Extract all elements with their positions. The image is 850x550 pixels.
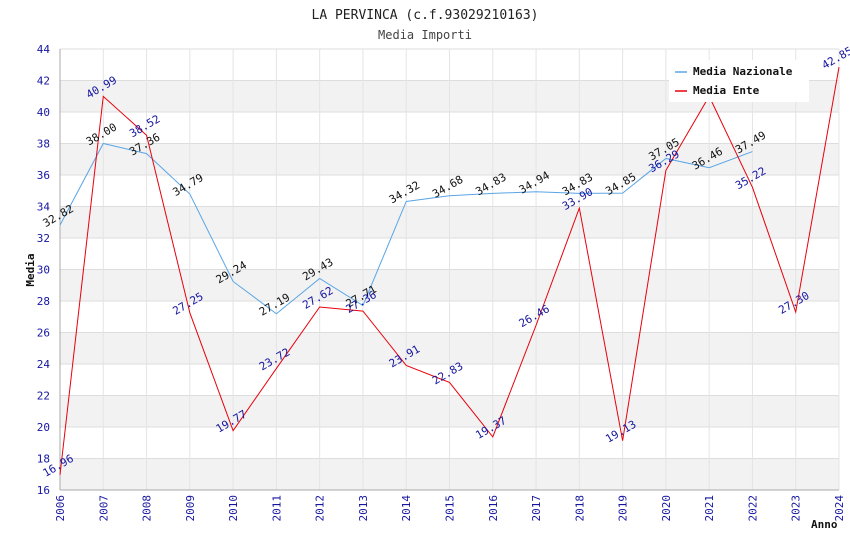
x-tick-labels: 2006 2007 2008 2009 2010 2011 2012 2013 2014 2015… [54,495,846,522]
chart-title: LA PERVINCA (c.f.93029210163) [312,8,539,23]
x-tick-label: 2006 [54,495,67,522]
x-tick-label: 2010 [227,495,240,522]
y-tick-label: 26 [37,327,50,340]
x-tick-label: 2017 [530,495,543,522]
x-tick-label: 2018 [573,495,586,522]
y-tick-label: 34 [37,201,51,214]
x-tick-label: 2024 [833,495,846,522]
x-tick-label: 2012 [314,495,327,522]
legend-label-media-ente: Media Ente [693,84,760,97]
y-tick-label: 40 [37,106,50,119]
x-tick-label: 2020 [660,495,673,522]
y-tick-label: 20 [37,421,50,434]
series-line-media-nazionale [59,142,753,315]
y-tick-label: 16 [37,484,50,497]
legend-label-media-nazionale: Media Nazionale [693,65,793,78]
y-axis-label: Media [24,253,37,286]
y-tick-label: 42 [37,75,50,88]
x-tick-label: 2021 [703,495,716,522]
axes [59,49,839,491]
x-tick-label: 2016 [487,495,500,522]
legend: Media Nazionale Media Ente [669,60,809,102]
chart-subtitle: Media Importi [378,28,472,42]
x-axis-label: Anno [811,518,838,531]
gridlines [59,48,840,491]
y-tick-label: 22 [37,390,50,403]
y-tick-labels: 16 18 20 22 24 26 28 30 32 34 36 38 40 42 44 [37,43,51,497]
x-tick-label: 2023 [790,495,803,522]
y-tick-label: 32 [37,232,50,245]
x-tick-label: 2007 [97,495,110,522]
y-tick-label: 28 [37,295,50,308]
x-tick-label: 2013 [357,495,370,522]
legend-box [669,60,809,102]
x-tick-label: 2019 [617,495,630,522]
y-tick-label: 38 [37,138,50,151]
x-tick-label: 2009 [184,495,197,522]
x-tick-label: 2022 [746,495,759,522]
x-tick-label: 2015 [444,495,457,522]
y-tick-label: 30 [37,264,50,277]
x-tick-label: 2014 [400,495,413,522]
y-tick-label: 24 [37,358,51,371]
x-tick-label: 2011 [270,495,283,522]
y-tick-label: 44 [37,43,51,56]
x-tick-label: 2008 [141,495,154,522]
y-tick-label: 36 [37,169,50,182]
y-tick-label: 18 [37,453,50,466]
